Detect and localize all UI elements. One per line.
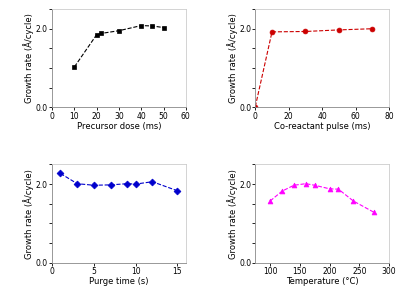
X-axis label: Co-reactant pulse (ms): Co-reactant pulse (ms) [274, 122, 371, 131]
Y-axis label: Growth rate (Å/cycle): Growth rate (Å/cycle) [227, 13, 238, 103]
Y-axis label: Growth rate (Å/cycle): Growth rate (Å/cycle) [227, 169, 238, 259]
Y-axis label: Growth rate (Å/cycle): Growth rate (Å/cycle) [24, 13, 34, 103]
Y-axis label: Growth rate (Å/cycle): Growth rate (Å/cycle) [24, 169, 34, 259]
X-axis label: Temperature (°C): Temperature (°C) [286, 277, 358, 286]
X-axis label: Purge time (s): Purge time (s) [89, 277, 149, 286]
X-axis label: Precursor dose (ms): Precursor dose (ms) [77, 122, 161, 131]
